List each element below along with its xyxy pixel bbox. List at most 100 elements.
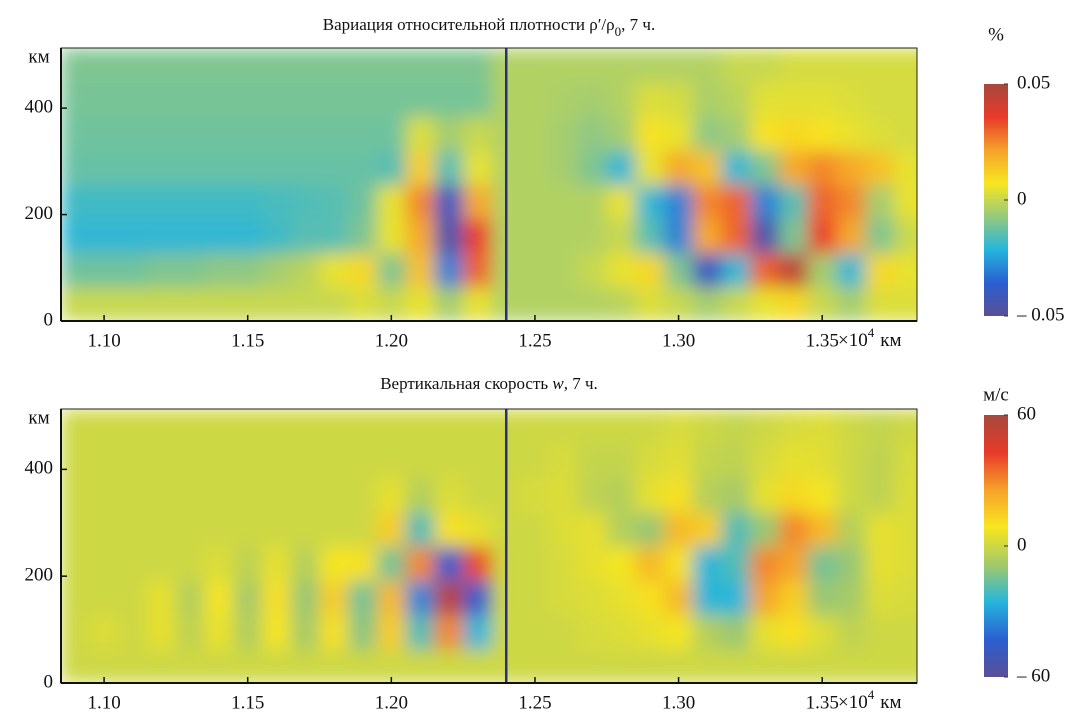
cell <box>836 48 866 84</box>
cell <box>750 116 780 152</box>
cell <box>463 184 493 220</box>
cell <box>606 48 637 84</box>
cell <box>894 82 917 118</box>
cell <box>635 580 665 616</box>
y-tick-label: 400 <box>25 458 54 479</box>
cell <box>635 443 665 479</box>
x-tick-label: 1.25 <box>518 330 551 351</box>
cell <box>894 443 917 479</box>
cell <box>61 48 91 84</box>
colorbar-tick-label: 0.05 <box>1017 72 1050 93</box>
cell <box>923 253 952 288</box>
cell <box>807 443 838 479</box>
colorbar-tick-label: 0 <box>1017 534 1027 555</box>
cell <box>290 82 321 118</box>
cell <box>175 546 206 582</box>
cell <box>606 184 637 220</box>
cell <box>578 648 608 683</box>
cell <box>692 116 723 152</box>
cell <box>434 546 464 582</box>
cell <box>405 512 436 547</box>
cell <box>405 648 436 683</box>
cell <box>376 252 407 288</box>
cell <box>118 150 148 186</box>
cell <box>923 512 952 547</box>
cell <box>262 409 292 445</box>
cell <box>262 546 292 582</box>
cell <box>118 512 148 547</box>
cell <box>434 286 464 321</box>
cell <box>319 409 349 445</box>
cell <box>750 512 780 547</box>
cell <box>262 82 292 118</box>
cell <box>606 477 637 513</box>
cell <box>865 614 895 650</box>
cell <box>175 82 206 118</box>
cell <box>606 614 637 650</box>
cell <box>549 512 579 547</box>
cell <box>262 580 292 616</box>
cell <box>376 512 407 547</box>
cell <box>319 82 349 118</box>
cell <box>836 477 866 513</box>
cell <box>721 409 751 445</box>
cell <box>836 648 866 683</box>
cell <box>348 286 378 321</box>
y-tick-label: 200 <box>25 203 54 224</box>
cell <box>434 614 464 650</box>
cell <box>664 150 694 186</box>
cell <box>118 546 148 582</box>
cell <box>262 648 292 683</box>
cell <box>348 48 378 84</box>
colorbar-label: м/с <box>983 384 1009 405</box>
x-label-unit: км <box>880 330 901 351</box>
y-tick-label: 200 <box>25 565 54 586</box>
cell <box>405 614 436 650</box>
cell <box>923 49 952 84</box>
cell <box>664 218 694 254</box>
cell <box>865 409 895 445</box>
x-tick-label: 1.25 <box>518 692 551 713</box>
cell <box>750 443 780 479</box>
cell <box>692 512 723 547</box>
cell <box>262 614 292 650</box>
cell <box>319 580 349 616</box>
cell <box>664 546 694 582</box>
plot-area <box>61 48 952 321</box>
cell <box>175 252 206 288</box>
cell <box>836 614 866 650</box>
x-tick-label: 1.35 <box>806 330 839 351</box>
cell <box>606 546 637 582</box>
cell <box>865 512 895 547</box>
cell <box>635 477 665 513</box>
cell <box>836 218 866 254</box>
cell <box>348 82 378 118</box>
cell <box>376 218 407 254</box>
cell <box>664 184 694 220</box>
cell <box>520 477 550 513</box>
cell <box>175 512 206 547</box>
cell <box>923 649 952 684</box>
x-tick-label: 1.30 <box>662 692 695 713</box>
cell <box>348 443 378 479</box>
cell <box>147 477 177 513</box>
cell <box>204 48 234 84</box>
cell <box>204 443 234 479</box>
cell <box>779 82 809 118</box>
cell <box>865 116 895 152</box>
cell <box>779 477 809 513</box>
cell <box>836 512 866 547</box>
cell <box>348 614 378 650</box>
cell <box>61 116 91 152</box>
x-label-exponent: 4 <box>868 687 875 702</box>
cell <box>635 150 665 186</box>
cell <box>319 150 349 186</box>
title-part: , 7 ч. <box>564 374 598 393</box>
cell <box>290 443 321 479</box>
cell <box>807 512 838 547</box>
cell <box>692 286 723 321</box>
cell <box>319 252 349 288</box>
cell <box>319 48 349 84</box>
cell <box>147 48 177 84</box>
